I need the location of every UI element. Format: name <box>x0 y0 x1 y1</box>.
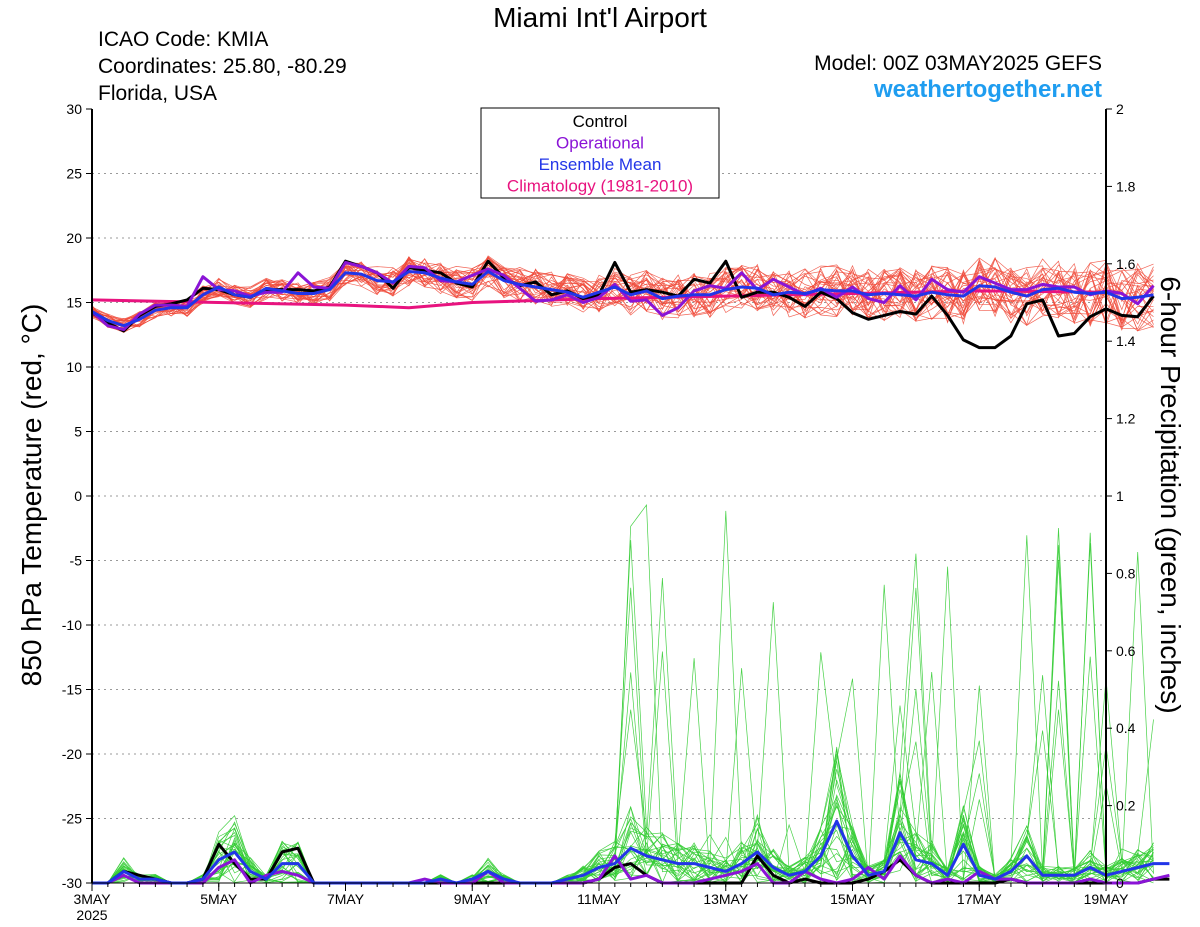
ensemble-member-temp-line <box>91 256 1154 333</box>
icao-code: ICAO Code: KMIA <box>98 28 269 51</box>
right-tick-label: 0.6 <box>1116 643 1136 659</box>
right-tick-label: 1 <box>1116 488 1124 504</box>
right-tick-label: 0.8 <box>1116 565 1136 581</box>
x-tick-label: 11MAY <box>577 891 621 907</box>
left-tick-label: -20 <box>62 746 82 762</box>
axes: 302520151050-5-10-15-20-25-3021.81.61.41… <box>62 101 1136 923</box>
plot-frame <box>91 109 1107 884</box>
grid-lines <box>92 173 1106 819</box>
region: Florida, USA <box>98 82 218 105</box>
left-tick-label: 10 <box>66 359 82 375</box>
x-tick-label: 13MAY <box>703 891 749 907</box>
legend-item: Ensemble Mean <box>539 155 662 174</box>
left-tick-label: -5 <box>70 553 83 569</box>
ensemble-member-precip-line <box>92 535 1154 884</box>
x-tick-year-label: 2025 <box>76 907 107 923</box>
model-run: Model: 00Z 03MAY2025 GEFS <box>814 52 1102 75</box>
ensemble-member-precip-line <box>92 577 1154 884</box>
x-tick-label: 7MAY <box>327 891 365 907</box>
x-tick-label: 15MAY <box>830 891 876 907</box>
x-tick-label: 3MAY <box>73 891 111 907</box>
left-tick-label: 30 <box>66 101 82 117</box>
left-tick-label: -15 <box>62 682 82 698</box>
left-tick-label: -10 <box>62 617 82 633</box>
ensemble-member-precip-line <box>92 656 1154 884</box>
right-tick-label: 0 <box>1116 875 1124 891</box>
left-tick-label: 5 <box>74 424 82 440</box>
x-tick-label: 5MAY <box>200 891 238 907</box>
right-tick-label: 1.2 <box>1116 411 1136 427</box>
left-tick-label: 20 <box>66 230 82 246</box>
right-tick-label: 0.2 <box>1116 798 1136 814</box>
left-tick-label: -25 <box>62 811 82 827</box>
right-tick-label: 2 <box>1116 101 1124 117</box>
right-tick-label: 0.4 <box>1116 720 1136 736</box>
ensemble-mean-precip-line <box>92 819 1170 885</box>
x-tick-label: 19MAY <box>1084 891 1130 907</box>
ensemble-member-precip-line <box>92 540 1154 884</box>
ensemble-mean-temp-line <box>91 270 1154 328</box>
legend-item: Operational <box>556 134 644 153</box>
legend-box <box>480 107 720 199</box>
x-tick-label: 9MAY <box>454 891 492 907</box>
ensemble-member-precip-line <box>92 678 1154 884</box>
left-tick-label: 15 <box>66 295 82 311</box>
right-tick-label: 1.8 <box>1116 178 1136 194</box>
ensemble-member-temp-line <box>91 257 1154 327</box>
ensemble-members <box>91 255 1154 884</box>
ensemble-member-precip-line <box>92 587 1154 884</box>
left-tick-label: -30 <box>62 875 82 891</box>
x-tick-label: 17MAY <box>957 891 1003 907</box>
operational-temp-line <box>90 261 1155 332</box>
legend: Control Operational Ensemble Mean Climatolo… <box>480 107 720 199</box>
right-tick-label: 1.6 <box>1116 256 1136 272</box>
left-tick-label: 0 <box>74 488 82 504</box>
page-title: Miami Int'l Airport <box>493 2 707 33</box>
coordinates: Coordinates: 25.80, -80.29 <box>98 55 347 78</box>
site-link[interactable]: weathertogether.net <box>873 76 1102 103</box>
right-tick-label: 1.4 <box>1116 333 1136 349</box>
legend-item: Control <box>573 112 628 131</box>
main-series <box>90 259 1170 885</box>
legend-item: Climatology (1981-2010) <box>507 177 693 196</box>
left-tick-label: 25 <box>66 166 82 182</box>
